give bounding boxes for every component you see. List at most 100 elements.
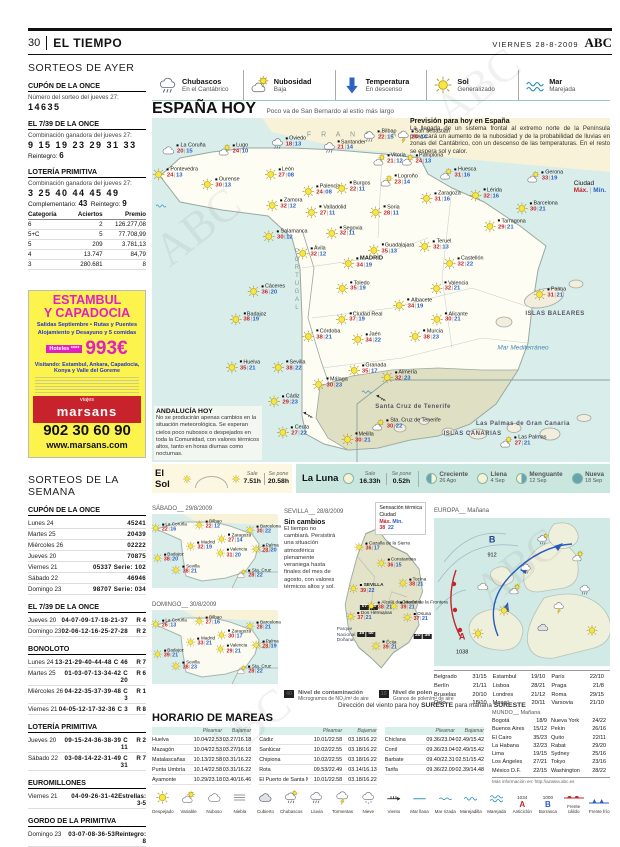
city-temps: 32|12 <box>310 251 327 258</box>
lottery-result-row: Jueves 20 04-07-09-17-18-21-37 R 4 <box>28 615 146 626</box>
legend-item: Niebla <box>227 790 253 815</box>
city-temps: 39|21 <box>400 604 415 611</box>
lottery-result-row: Viernes 21 05337 Serie: 102 <box>28 562 146 573</box>
city-name: Sta. Cruz <box>248 568 271 574</box>
note-chip: 15 <box>378 690 389 698</box>
table-header-row: Categoría Aciertos Premio <box>28 210 146 220</box>
min-temp: 19 <box>358 316 365 323</box>
city-name: Almería <box>395 369 417 375</box>
city-name: Soria <box>384 204 400 210</box>
city-marker: Segovia 32|11 <box>325 225 363 240</box>
tide-place: Barbate <box>384 756 404 763</box>
max-temp: 34 <box>365 337 372 344</box>
min-temp: 21 <box>234 648 241 655</box>
max-temp: 31 <box>226 552 233 559</box>
max-temp: 30 <box>215 182 222 189</box>
table-row: 5+C 5 77.708,99 <box>28 229 146 240</box>
city-temps: 32|13 <box>433 244 449 251</box>
max-temp: 36 <box>261 289 269 296</box>
sun-icon <box>152 553 163 564</box>
phase-date: 18 Sep <box>585 477 603 484</box>
thermal-sensation-legend: Sensación térmica Ciudad Máx. Mín. 38 22 <box>375 502 426 535</box>
city-marker: Dos Hermanas 37|21 15 40 <box>345 610 392 639</box>
city-name: Logroño <box>394 173 418 179</box>
tide-row: Chipiona 10.02/22.55 03.18/16.22 <box>259 755 377 765</box>
city-temps: 32|22 <box>457 261 474 268</box>
city-temps: 20|15 <box>176 148 193 155</box>
city-temps: 23/16 <box>592 759 606 766</box>
sun-icon <box>250 544 261 555</box>
city-name: Tarragona <box>498 218 525 224</box>
city-temps: 30|21 <box>530 206 546 213</box>
sun-icon <box>225 360 239 374</box>
city-temps: 22|12 <box>205 524 220 531</box>
city-marker: Málaga 30|23 <box>312 376 348 391</box>
city-name: Granada <box>362 363 386 369</box>
city-marker: Sevilla 38|22 <box>271 359 305 374</box>
cupon-once-section: CUPÓN DE LA ONCE Número del sorteo del j… <box>28 81 146 112</box>
wind-direction-bar: Dirección del viento para hoy SURESTE pa… <box>338 702 526 709</box>
weekly-lottery-heading: CUPÓN DE LA ONCE <box>28 505 146 516</box>
rain-icon <box>271 136 285 150</box>
min-temp: 21 <box>364 437 371 444</box>
world-table-row: México D.F. 22/15 Washington 28/22 <box>492 767 610 775</box>
condition-item: Nubosidad Baja <box>242 70 335 100</box>
city-marker: Barcelona 30|22 <box>245 524 281 535</box>
city-name: Varsovia <box>551 700 574 707</box>
city-name: Valencia <box>445 280 468 286</box>
draw-extra: R 7 <box>136 658 146 666</box>
min-temp: 12 <box>289 203 297 210</box>
moon-rise-time: Sale 16.33h <box>359 470 381 485</box>
storm-icon <box>552 601 565 614</box>
max-temp: 30 <box>386 423 394 430</box>
warmfront-icon <box>564 792 584 800</box>
portugal-label: PORTUGAL <box>293 248 300 313</box>
table-cell: 5 <box>67 229 103 240</box>
moon-full <box>477 473 489 484</box>
ad-phone[interactable]: 902 30 60 90 <box>43 422 131 440</box>
city-marker: La Coruña 22|16 <box>150 522 187 534</box>
city-name: Oviedo <box>286 136 306 142</box>
sea4-icon <box>489 790 504 805</box>
city-name: Málaga <box>327 376 348 382</box>
city-temps: 30|21 <box>445 316 461 323</box>
city-temps: 28|21 <box>256 624 272 631</box>
city-temps: 38|23 <box>182 664 198 671</box>
ad-website-link[interactable]: www.marsans.com <box>46 439 128 450</box>
min-temp: 14 <box>420 134 427 141</box>
city-temps: 38|21 <box>316 334 332 341</box>
city-name: Estambul <box>492 674 517 680</box>
high-tide-times: 10.13/22.58 <box>193 756 223 763</box>
table-cell: 4 <box>28 249 68 260</box>
sun-icon <box>380 370 394 384</box>
saturday-minimap: La Coruña 22|16 Bilbao 22|12 Barcelona 30|22 Z… <box>150 514 281 588</box>
city-name: Córdoba <box>316 328 341 334</box>
city-temps: 38|20 <box>163 556 179 563</box>
max-temp: 35 <box>239 364 247 371</box>
city-name: Sevilla <box>183 564 200 569</box>
world-subtitle: __ Mañana <box>512 710 541 716</box>
level-chips: 20 35 <box>413 624 433 640</box>
min-temp: 08 <box>325 189 332 196</box>
phase-name: Llena <box>490 471 507 479</box>
travel-advertisement[interactable]: ESTAMBUL Y CAPADOCIA Salidas Septiembre •… <box>28 290 146 458</box>
suncloud-icon <box>527 171 541 185</box>
city-marker: León 27|08 <box>263 167 294 181</box>
draw-numbers: 09-15-24-36-38-39 C 11 <box>64 736 128 751</box>
city-name: Las Palmas <box>515 435 546 441</box>
city-temps: 26/16 <box>592 726 606 733</box>
saturday-forecast-panel: SÁBADO__ 29/8/2009 La Coruña 22|16 Bilbao 2… <box>150 502 281 588</box>
legend-label: Marejadilla <box>460 808 482 814</box>
primitiva-numbers: 3 25 40 44 45 49 <box>28 188 120 198</box>
sunrise-icon <box>182 474 192 484</box>
min-temp: 16 <box>463 172 471 179</box>
tide-column-header: Pleamar <box>435 728 455 734</box>
city-name: Badajoz <box>164 552 184 558</box>
map-label: Santa Cruz de Tenerife <box>375 403 451 410</box>
city-temps: 30|22 <box>256 528 272 535</box>
city-temps: 23|14 <box>394 179 411 186</box>
map-label: Las Palmas de Gran Canaria <box>475 421 570 428</box>
high-tide-times: 10.29/23.18 <box>193 776 223 783</box>
max-temp: 30 <box>277 234 284 241</box>
